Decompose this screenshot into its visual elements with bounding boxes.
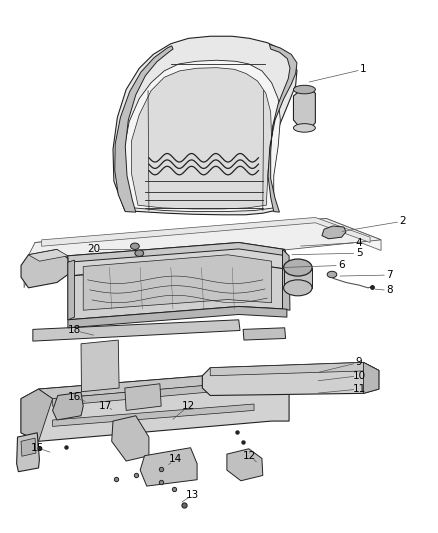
Polygon shape [24, 219, 381, 277]
Polygon shape [364, 362, 379, 393]
Polygon shape [243, 328, 286, 340]
Polygon shape [131, 68, 272, 209]
Polygon shape [42, 217, 370, 246]
Polygon shape [68, 260, 74, 320]
Polygon shape [33, 320, 240, 341]
Ellipse shape [293, 85, 315, 94]
Text: 16: 16 [68, 392, 81, 402]
Text: 12: 12 [182, 401, 195, 411]
Polygon shape [284, 268, 312, 288]
Polygon shape [21, 249, 68, 288]
Ellipse shape [131, 243, 139, 249]
Polygon shape [53, 392, 83, 420]
Text: 1: 1 [360, 64, 367, 74]
Text: 6: 6 [338, 261, 345, 270]
Polygon shape [53, 381, 254, 406]
Ellipse shape [284, 259, 312, 276]
Polygon shape [21, 370, 289, 441]
Text: 10: 10 [353, 371, 366, 381]
Text: 8: 8 [386, 286, 393, 295]
Polygon shape [293, 90, 315, 128]
Text: 2: 2 [399, 216, 406, 226]
Polygon shape [210, 362, 379, 376]
Polygon shape [21, 438, 36, 456]
Ellipse shape [293, 124, 315, 132]
Polygon shape [202, 362, 379, 395]
Polygon shape [68, 243, 287, 262]
Text: 14: 14 [169, 455, 182, 464]
Text: 5: 5 [356, 248, 363, 258]
Polygon shape [140, 448, 197, 486]
Polygon shape [68, 262, 287, 320]
Text: 4: 4 [356, 238, 363, 247]
Polygon shape [283, 249, 290, 310]
Text: 17: 17 [99, 401, 112, 411]
Polygon shape [21, 389, 53, 441]
Text: 9: 9 [356, 358, 363, 367]
Text: 12: 12 [243, 451, 256, 461]
Polygon shape [83, 255, 272, 310]
Ellipse shape [327, 271, 337, 278]
Text: 11: 11 [353, 384, 366, 394]
Polygon shape [113, 36, 297, 215]
Polygon shape [68, 306, 287, 328]
Text: 7: 7 [386, 270, 393, 280]
Polygon shape [125, 384, 161, 410]
Text: 18: 18 [68, 326, 81, 335]
Polygon shape [268, 44, 297, 212]
Polygon shape [227, 449, 263, 481]
Polygon shape [53, 404, 254, 426]
Polygon shape [28, 249, 68, 261]
Text: 13: 13 [186, 490, 199, 499]
Polygon shape [17, 433, 39, 472]
Text: 15: 15 [31, 443, 44, 453]
Polygon shape [322, 226, 346, 239]
Polygon shape [81, 340, 119, 392]
Polygon shape [112, 416, 149, 461]
Polygon shape [68, 243, 287, 276]
Polygon shape [124, 60, 280, 212]
Ellipse shape [135, 250, 144, 256]
Text: 20: 20 [88, 245, 101, 254]
Polygon shape [39, 370, 289, 399]
Polygon shape [115, 46, 173, 212]
Ellipse shape [284, 280, 312, 296]
Polygon shape [24, 219, 381, 288]
